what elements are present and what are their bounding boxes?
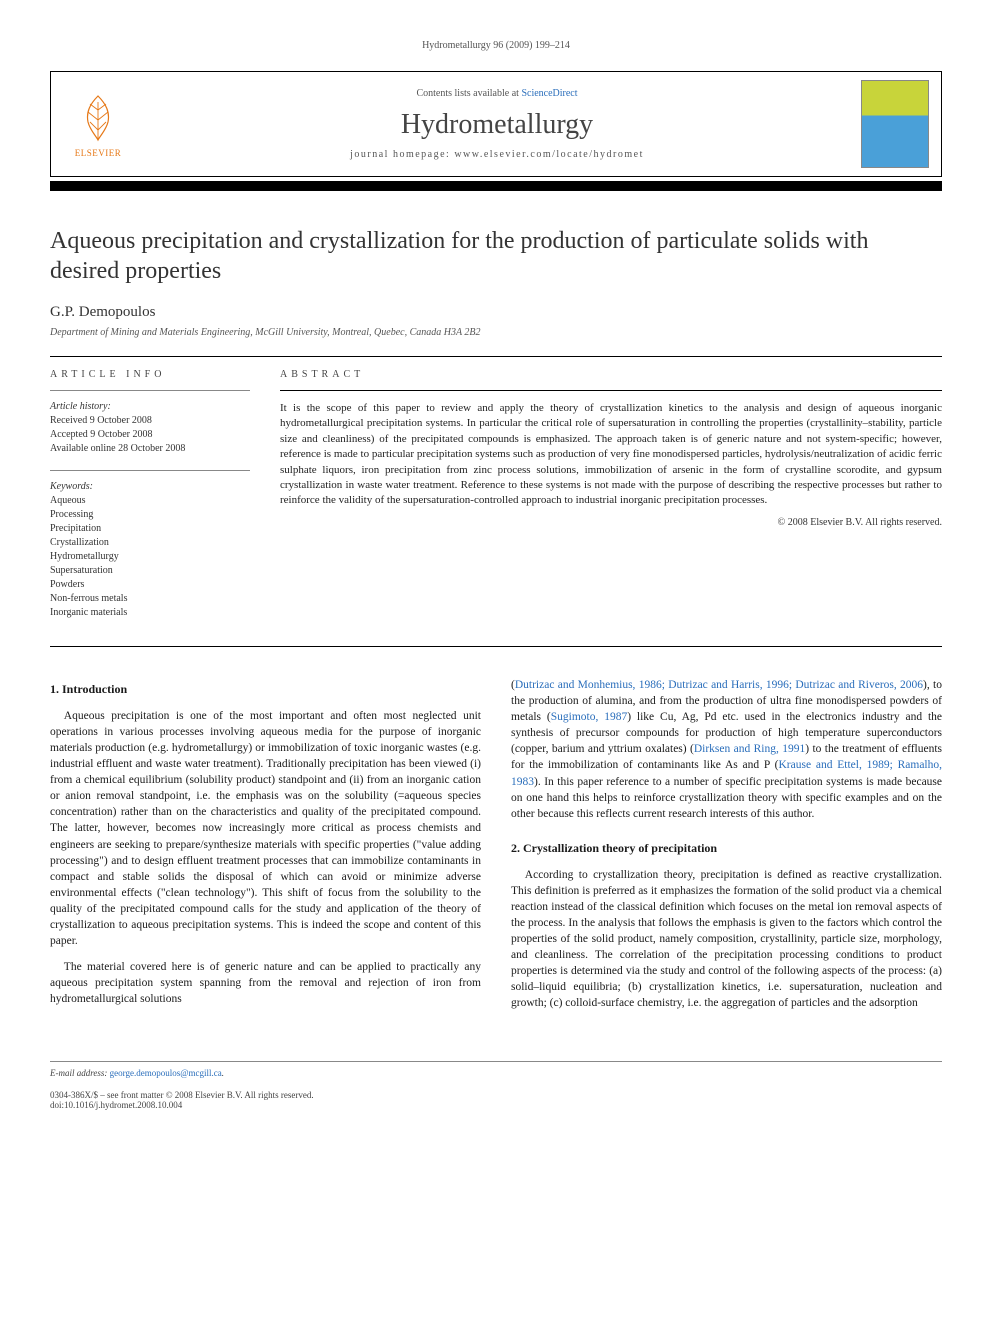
body-left-column: 1. Introduction Aqueous precipitation is…	[50, 677, 481, 1021]
keyword: Non-ferrous metals	[50, 592, 250, 606]
header-black-bar	[50, 181, 942, 191]
contents-prefix: Contents lists available at	[416, 88, 521, 99]
citation-link[interactable]: Dirksen and Ring, 1991	[694, 743, 805, 755]
article-history-label: Article history:	[50, 401, 250, 412]
footer-left: E-mail address: george.demopoulos@mcgill…	[50, 1068, 481, 1110]
abstract-column: ABSTRACT It is the scope of this paper t…	[280, 369, 942, 634]
section-1-para-3: (Dutrizac and Monhemius, 1986; Dutrizac …	[511, 677, 942, 822]
doi-line: doi:10.1016/j.hydromet.2008.10.004	[50, 1100, 481, 1110]
citation-link[interactable]: Sugimoto, 1987	[551, 711, 627, 723]
body-right-column: (Dutrizac and Monhemius, 1986; Dutrizac …	[511, 677, 942, 1021]
publisher-name: ELSEVIER	[75, 148, 122, 158]
article-info-column: ARTICLE INFO Article history: Received 9…	[50, 369, 250, 634]
footer-right	[511, 1068, 942, 1110]
email-link[interactable]: george.demopoulos@mcgill.ca	[110, 1068, 222, 1078]
abstract-text: It is the scope of this paper to review …	[280, 401, 942, 509]
keyword: Precipitation	[50, 522, 250, 536]
section-1-para-1: Aqueous precipitation is one of the most…	[50, 708, 481, 949]
section-2-heading: 2. Crystallization theory of precipitati…	[511, 840, 942, 857]
journal-cover-thumbnail	[861, 80, 929, 168]
history-received: Received 9 October 2008	[50, 414, 250, 428]
section-1-heading: 1. Introduction	[50, 681, 481, 698]
meta-abstract-row: ARTICLE INFO Article history: Received 9…	[50, 369, 942, 634]
keyword: Inorganic materials	[50, 606, 250, 620]
keyword: Crystallization	[50, 536, 250, 550]
p3-e: ). In this paper reference to a number o…	[511, 776, 942, 820]
page-container: Hydrometallurgy 96 (2009) 199–214 ELSEVI…	[0, 0, 992, 1150]
article-title: Aqueous precipitation and crystallizatio…	[50, 226, 942, 286]
journal-header-inner: ELSEVIER Contents lists available at Sci…	[51, 72, 941, 176]
sciencedirect-link[interactable]: ScienceDirect	[521, 88, 577, 99]
info-rule-2	[50, 470, 250, 471]
corresponding-email-line: E-mail address: george.demopoulos@mcgill…	[50, 1068, 481, 1078]
body-columns: 1. Introduction Aqueous precipitation is…	[50, 677, 942, 1021]
contents-available-line: Contents lists available at ScienceDirec…	[133, 88, 861, 99]
section-1-para-2: The material covered here is of generic …	[50, 959, 481, 1007]
keywords-block: Keywords: Aqueous Processing Precipitati…	[50, 481, 250, 620]
header-center: Contents lists available at ScienceDirec…	[133, 88, 861, 160]
running-head: Hydrometallurgy 96 (2009) 199–214	[50, 40, 942, 51]
keyword: Powders	[50, 578, 250, 592]
elsevier-tree-icon	[70, 90, 126, 146]
journal-header-box: ELSEVIER Contents lists available at Sci…	[50, 71, 942, 177]
citation-link[interactable]: Dutrizac and Monhemius, 1986; Dutrizac a…	[515, 679, 923, 691]
article-info-heading: ARTICLE INFO	[50, 369, 250, 380]
author-name: G.P. Demopoulos	[50, 304, 942, 321]
history-online: Available online 28 October 2008	[50, 442, 250, 456]
article-history-block: Article history: Received 9 October 2008…	[50, 401, 250, 456]
abstract-heading: ABSTRACT	[280, 369, 942, 380]
rule-bottom	[50, 646, 942, 647]
rule-top	[50, 356, 942, 357]
keyword: Hydrometallurgy	[50, 550, 250, 564]
abstract-copyright: © 2008 Elsevier B.V. All rights reserved…	[280, 517, 942, 528]
keywords-label: Keywords:	[50, 481, 250, 492]
keyword: Supersaturation	[50, 564, 250, 578]
keyword: Aqueous	[50, 494, 250, 508]
front-matter-line: 0304-386X/$ – see front matter © 2008 El…	[50, 1090, 481, 1100]
email-label: E-mail address:	[50, 1068, 110, 1078]
author-affiliation: Department of Mining and Materials Engin…	[50, 327, 942, 338]
abstract-rule	[280, 390, 942, 391]
info-rule-1	[50, 390, 250, 391]
journal-name: Hydrometallurgy	[133, 109, 861, 141]
journal-homepage: journal homepage: www.elsevier.com/locat…	[133, 149, 861, 160]
page-footer: E-mail address: george.demopoulos@mcgill…	[50, 1061, 942, 1110]
publisher-logo: ELSEVIER	[63, 84, 133, 164]
history-accepted: Accepted 9 October 2008	[50, 428, 250, 442]
section-2-para-1: According to crystallization theory, pre…	[511, 867, 942, 1012]
keyword: Processing	[50, 508, 250, 522]
